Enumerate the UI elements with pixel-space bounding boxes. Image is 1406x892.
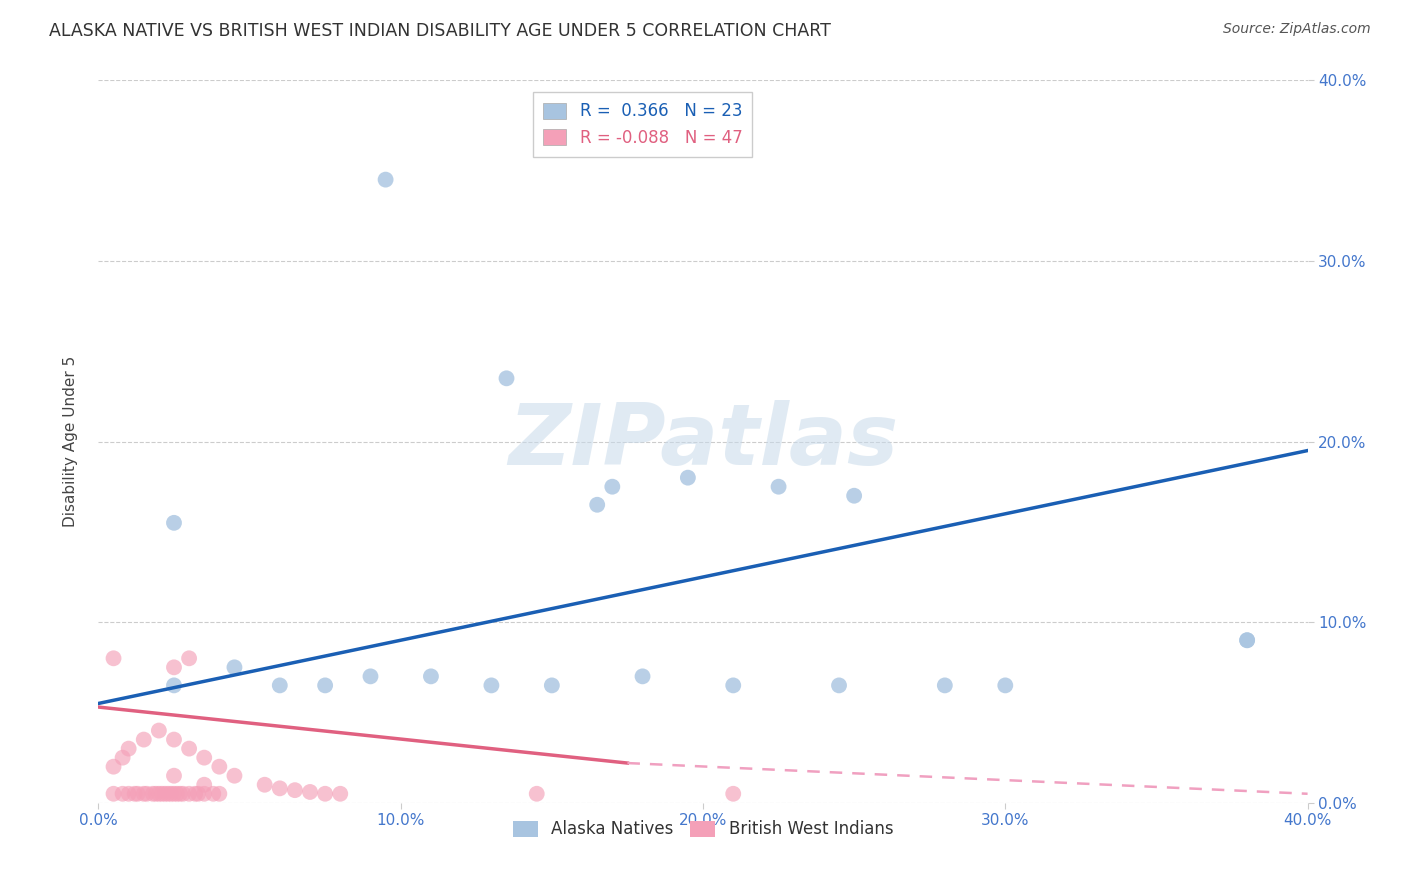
Point [166, 787, 188, 801]
Point [148, 723, 170, 738]
Point [172, 787, 194, 801]
Point [145, 787, 167, 801]
Point [253, 778, 276, 792]
Point [118, 741, 141, 756]
Point [169, 787, 191, 801]
Point [150, 787, 173, 801]
Point [163, 516, 186, 530]
Point [187, 787, 209, 801]
Point [360, 669, 382, 683]
Point [540, 678, 562, 692]
Point [184, 787, 207, 801]
Point [179, 651, 201, 665]
Point [526, 787, 548, 801]
Point [111, 787, 134, 801]
Point [631, 669, 654, 683]
Point [420, 669, 443, 683]
Point [163, 769, 186, 783]
Text: ZIPatlas: ZIPatlas [508, 400, 898, 483]
Point [314, 787, 336, 801]
Point [269, 781, 291, 796]
Point [1236, 633, 1258, 648]
Point [208, 760, 231, 774]
Point [163, 787, 186, 801]
Point [481, 678, 503, 692]
Point [208, 787, 231, 801]
Point [163, 678, 186, 692]
Point [828, 678, 851, 692]
Point [103, 787, 125, 801]
Text: Source: ZipAtlas.com: Source: ZipAtlas.com [1223, 22, 1371, 37]
Point [135, 787, 157, 801]
Point [284, 783, 307, 797]
Point [111, 750, 134, 764]
Point [602, 480, 624, 494]
Point [103, 651, 125, 665]
Point [193, 750, 215, 764]
Point [586, 498, 609, 512]
Point [723, 787, 745, 801]
Point [269, 678, 291, 692]
Point [202, 787, 225, 801]
Point [124, 787, 146, 801]
Legend: Alaska Natives, British West Indians: Alaska Natives, British West Indians [506, 814, 900, 845]
Point [118, 787, 141, 801]
Y-axis label: Disability Age Under 5: Disability Age Under 5 [63, 356, 77, 527]
Point [127, 787, 149, 801]
Point [132, 787, 155, 801]
Point [723, 678, 745, 692]
Point [160, 787, 183, 801]
Point [103, 760, 125, 774]
Point [994, 678, 1017, 692]
Text: ALASKA NATIVE VS BRITISH WEST INDIAN DISABILITY AGE UNDER 5 CORRELATION CHART: ALASKA NATIVE VS BRITISH WEST INDIAN DIS… [49, 22, 831, 40]
Point [676, 471, 699, 485]
Point [156, 787, 179, 801]
Point [193, 778, 215, 792]
Point [224, 769, 246, 783]
Point [193, 787, 215, 801]
Point [374, 172, 396, 186]
Point [768, 480, 790, 494]
Point [163, 660, 186, 674]
Point [179, 741, 201, 756]
Point [844, 489, 866, 503]
Point [934, 678, 956, 692]
Point [132, 732, 155, 747]
Point [163, 732, 186, 747]
Point [329, 787, 352, 801]
Point [495, 371, 517, 385]
Point [142, 787, 165, 801]
Point [148, 787, 170, 801]
Point [1236, 633, 1258, 648]
Point [314, 678, 336, 692]
Point [179, 787, 201, 801]
Point [224, 660, 246, 674]
Point [299, 785, 322, 799]
Point [153, 787, 176, 801]
